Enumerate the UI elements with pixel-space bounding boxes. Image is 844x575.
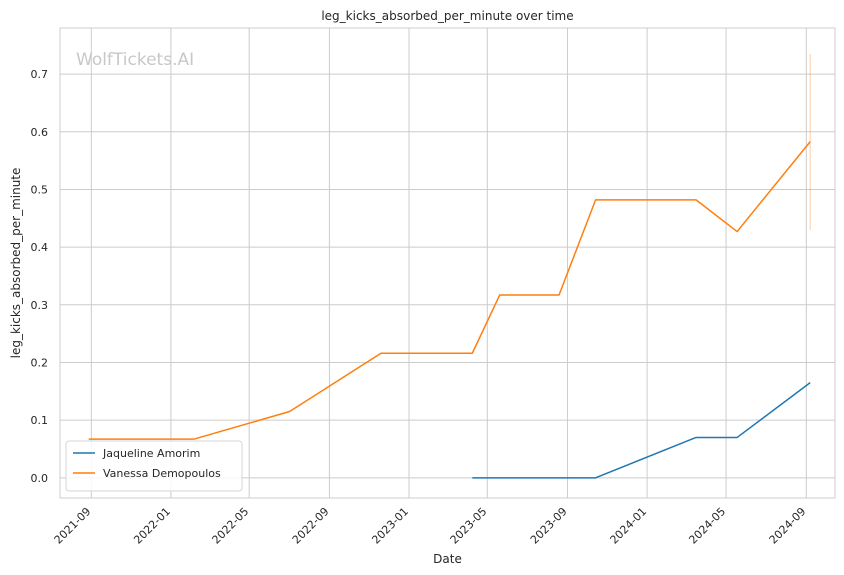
x-tick-label: 2022-01 [131, 505, 173, 547]
y-tick-label: 0.3 [31, 299, 49, 312]
y-tick-label: 0.0 [31, 472, 49, 485]
x-tick-label: 2024-09 [767, 505, 809, 547]
x-tick-label: 2021-09 [52, 505, 94, 547]
y-axis-title: leg_kicks_absorbed_per_minute [9, 168, 23, 359]
chart-title: leg_kicks_absorbed_per_minute over time [321, 9, 573, 23]
y-tick-label: 0.6 [31, 126, 49, 139]
y-tick-label: 0.2 [31, 356, 49, 369]
x-tick-label: 2023-09 [528, 505, 570, 547]
x-tick-label: 2022-05 [210, 505, 252, 547]
x-tick-label: 2023-01 [369, 505, 411, 547]
legend-box [65, 440, 243, 492]
watermark: WolfTickets.AI [76, 50, 194, 70]
y-tick-label: 0.7 [31, 68, 49, 81]
series-line-vanessa-demopoulos [88, 141, 811, 440]
legend: Jaqueline Amorim Vanessa Demopoulos [65, 440, 243, 492]
plot-frame [59, 27, 836, 499]
y-tick-label: 0.4 [31, 241, 49, 254]
y-tick-label: 0.1 [31, 414, 49, 427]
x-tick-label: 2022-09 [290, 505, 332, 547]
x-tick-label: 2023-05 [448, 505, 490, 547]
series-line-jaqueline-amorim [472, 382, 811, 479]
x-tick-label: 2024-01 [608, 505, 650, 547]
x-tick-label: 2024-05 [686, 505, 728, 547]
y-tick-label: 0.5 [31, 183, 49, 196]
series-layer [88, 53, 811, 479]
plot-background [60, 28, 835, 498]
legend-label: Jaqueline Amorim [102, 447, 200, 460]
x-axis-title: Date [433, 552, 462, 566]
legend-label: Vanessa Demopoulos [103, 467, 221, 480]
